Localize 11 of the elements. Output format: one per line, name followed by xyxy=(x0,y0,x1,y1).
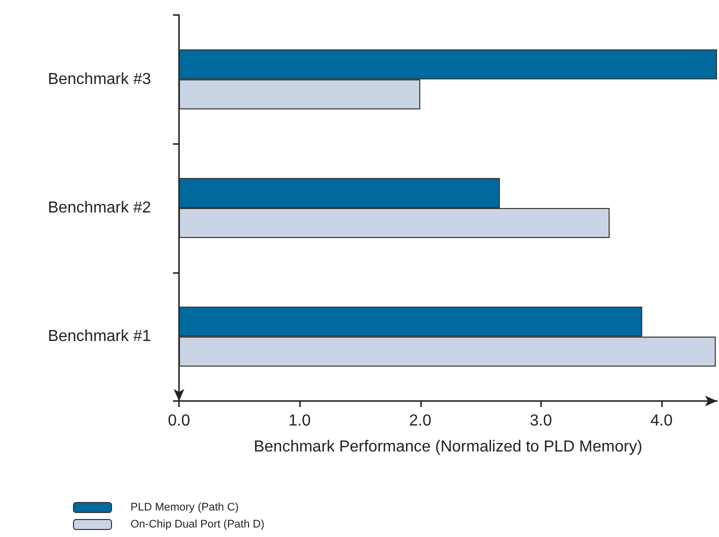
x-tick-label: 3.0 xyxy=(530,412,552,430)
x-tick-label: 0.0 xyxy=(168,412,190,430)
x-tick-label: 1.0 xyxy=(288,412,311,430)
y-tick-label: Benchmark #1 xyxy=(48,328,152,346)
y-tick-label: Benchmark #3 xyxy=(48,70,152,88)
legend-label: On-Chip Dual Port (Path D) xyxy=(130,518,264,530)
x-tick-label: 4.0 xyxy=(650,412,673,430)
x-tick-label: 2.0 xyxy=(409,412,432,430)
legend-label: PLD Memory (Path C) xyxy=(130,502,239,514)
y-tick-label: Benchmark #2 xyxy=(48,200,152,216)
x-axis-title: Benchmark Performance (Normalized to PLD Memory) xyxy=(254,438,642,456)
